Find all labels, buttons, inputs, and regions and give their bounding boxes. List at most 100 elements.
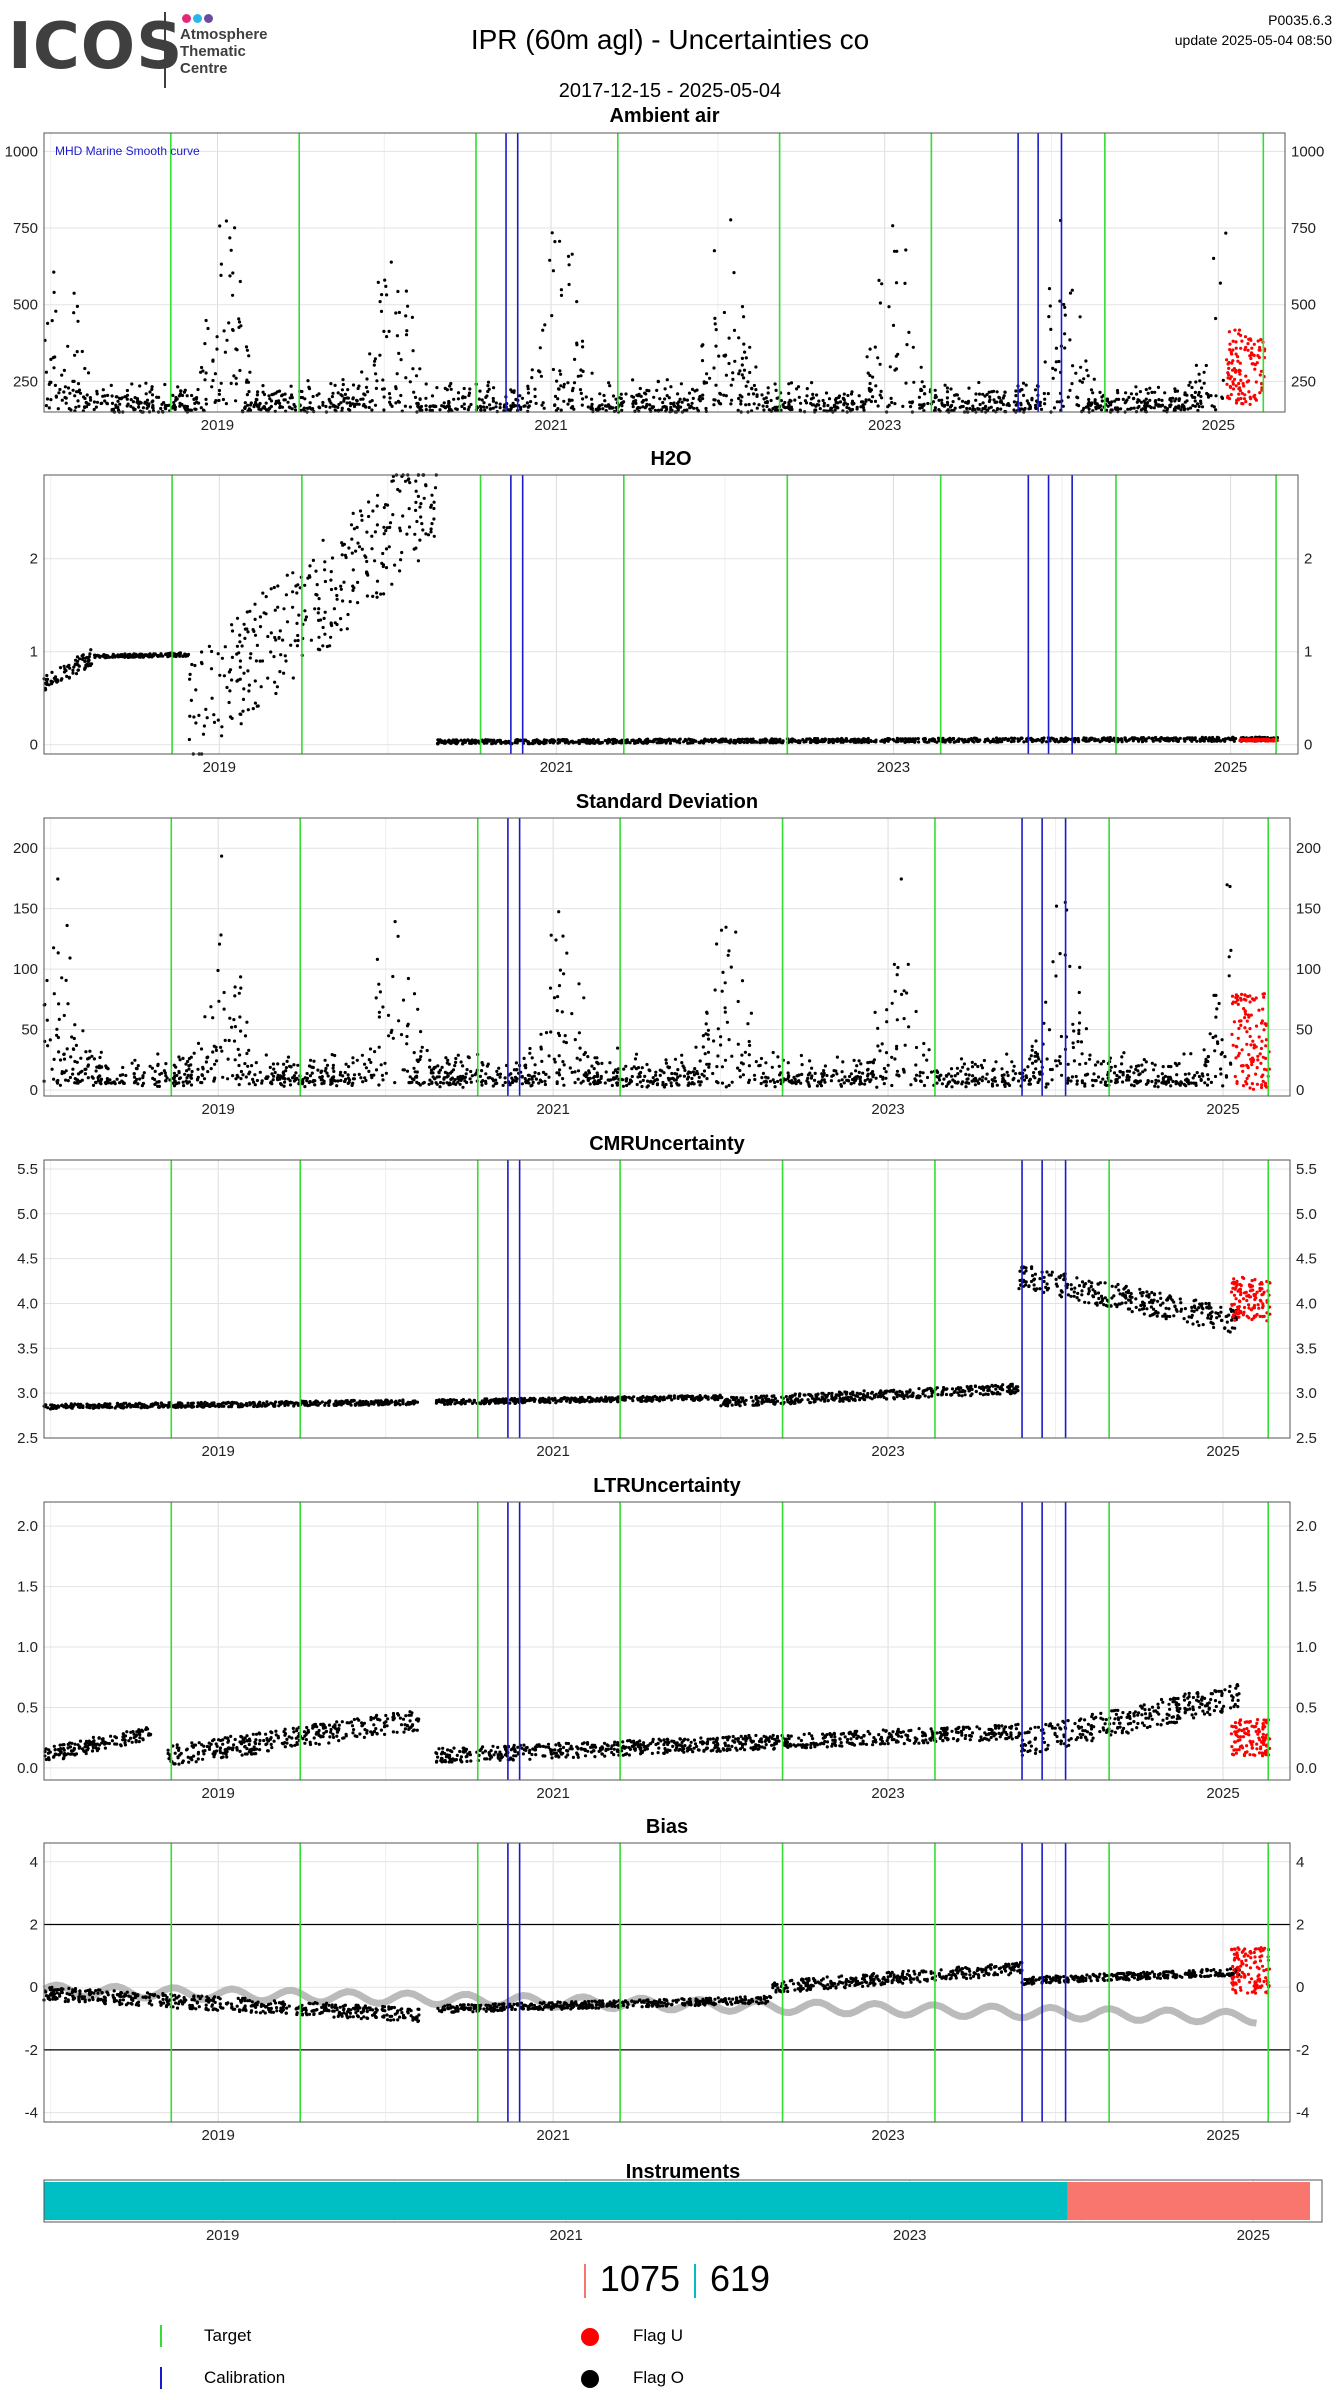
data-point [572,407,576,411]
data-point [539,1045,543,1049]
data-point [1069,1079,1073,1083]
data-point [732,328,737,332]
data-point [74,1043,78,1047]
data-point [991,737,995,741]
data-point [859,400,864,404]
data-point [595,1075,600,1079]
version-label: P0035.6.3 [1268,12,1332,28]
data-point [172,400,176,405]
data-point [540,1059,544,1063]
data-point [232,1039,237,1043]
data-point [759,1081,763,1086]
data-point [1113,406,1117,410]
data-point [985,392,989,397]
data-point [414,546,418,550]
data-point [1244,374,1248,378]
data-point [234,382,238,386]
data-point [455,738,459,743]
data-point [702,380,706,384]
data-point [183,388,187,392]
data-point [199,406,203,410]
y-tick-label-right: 2 [1304,551,1312,568]
data-point [522,1056,526,1060]
data-point [253,633,258,637]
data-point [558,1068,562,1072]
data-point [731,377,735,381]
data-point [108,1078,112,1082]
data-point [528,1046,532,1051]
data-point [534,1077,539,1081]
data-point [239,712,243,717]
data-point [1226,362,1230,366]
data-point [1179,408,1183,412]
data-point [277,636,281,640]
data-point [363,404,367,409]
data-point [1091,391,1095,395]
data-point [1259,382,1264,386]
data-point [706,1028,711,1032]
data-point [773,405,777,409]
data-point [395,334,399,338]
data-point [222,990,226,995]
data-point [978,402,982,407]
data-point [71,388,75,392]
data-point [1212,256,1216,260]
data-point [751,740,755,744]
data-point [689,404,693,408]
data-point [238,640,242,644]
data-point [375,504,379,508]
data-point [578,1058,582,1062]
data-point [45,397,50,401]
data-point [68,956,72,960]
data-point [549,1030,553,1034]
data-point [1054,1059,1058,1063]
data-point [555,1071,559,1075]
data-point [259,685,263,689]
data-point [1082,406,1086,410]
data-point [604,409,608,413]
data-point [616,1067,621,1071]
data-point [918,1070,923,1074]
data-point [67,663,71,667]
data-point [339,1070,343,1074]
data-point [329,635,333,639]
data-point [380,1073,384,1077]
data-point [225,338,229,342]
data-point [1071,364,1075,368]
data-point [256,390,260,394]
data-point [76,399,80,403]
data-point [303,583,307,587]
data-point [810,381,814,385]
data-point [204,1060,208,1064]
data-point [316,1068,320,1072]
data-point [375,523,379,527]
data-point [1194,363,1198,367]
data-point [467,405,471,409]
data-point [595,1056,599,1060]
data-point [1034,739,1038,743]
logo-sub-line-1: Atmosphere [180,26,268,43]
data-point [773,1085,777,1089]
data-point [339,1078,343,1083]
data-point [863,402,867,406]
data-point [596,1062,600,1066]
data-point [933,738,937,742]
data-point [465,1068,469,1072]
data-point [141,406,145,410]
data-point [419,1055,423,1059]
data-point [421,1081,425,1085]
data-point [280,394,284,398]
data-point [987,390,991,394]
data-point [558,369,562,373]
data-point [799,401,803,405]
data-point [452,1080,456,1084]
data-point [744,356,748,360]
data-point [1030,1044,1034,1048]
data-point [235,616,240,620]
data-point [904,381,908,385]
data-point [525,401,530,405]
data-point [1252,353,1256,357]
data-point [223,645,227,649]
data-point [1125,1075,1129,1079]
data-point [551,367,556,372]
